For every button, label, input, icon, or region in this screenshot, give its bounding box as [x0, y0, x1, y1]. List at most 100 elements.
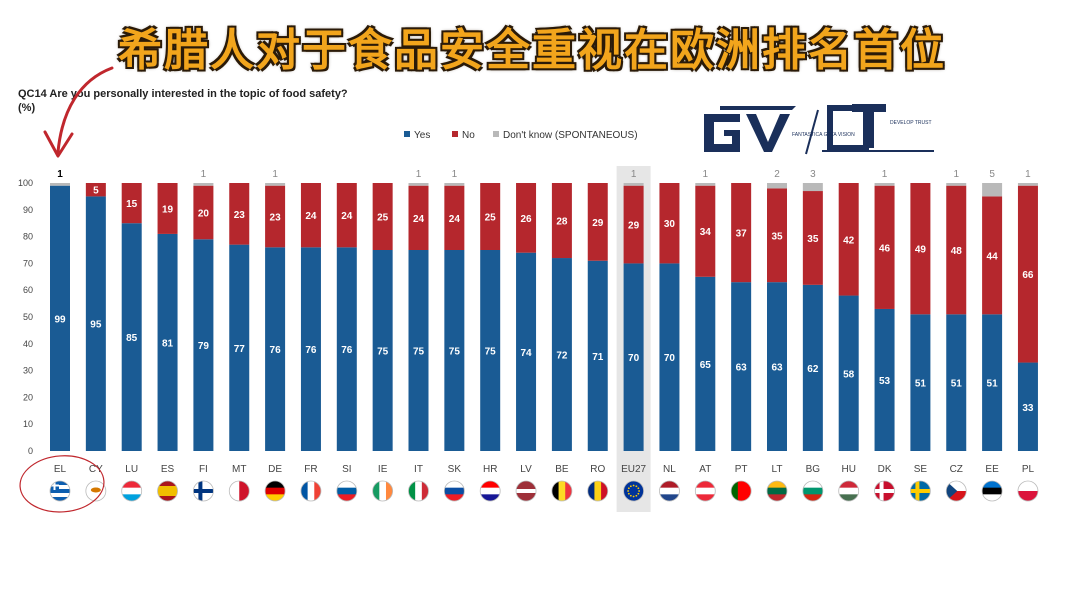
- category-label: FI: [199, 464, 208, 475]
- data-label-yes: 75: [449, 347, 461, 358]
- logo-gv-mark: [704, 106, 796, 152]
- legend-label-dont_know: Don't know (SPONTANEOUS): [503, 130, 638, 141]
- category-label: AT: [699, 464, 711, 475]
- austria-flag-icon: [694, 480, 716, 502]
- question-unit: (%): [18, 102, 36, 114]
- bar-yes: [516, 252, 537, 451]
- data-label-dont-know: 1: [953, 169, 959, 180]
- y-tick-label: 10: [23, 419, 33, 429]
- data-label-dont-know: 1: [272, 169, 278, 180]
- y-tick-label: 40: [23, 339, 33, 349]
- bar-no: [910, 183, 931, 315]
- data-label-no: 30: [664, 219, 676, 230]
- category-label: SI: [342, 464, 351, 475]
- y-tick-label: 90: [23, 205, 33, 215]
- bar-yes: [265, 247, 286, 451]
- greece-flag-icon: [49, 480, 71, 502]
- category-label: PL: [1022, 464, 1035, 475]
- data-label-no: 15: [126, 199, 138, 210]
- bar-no: [802, 191, 823, 285]
- category-label: CZ: [950, 464, 963, 475]
- data-label-no: 29: [628, 221, 640, 232]
- category-label: SE: [914, 464, 928, 475]
- data-label-no: 46: [879, 243, 891, 254]
- data-label-no: 49: [915, 245, 927, 256]
- category-label: LU: [125, 464, 138, 475]
- bar-no: [408, 185, 429, 250]
- category-label: IE: [378, 464, 388, 475]
- bar-yes: [623, 263, 644, 451]
- data-label-yes: 62: [807, 364, 819, 375]
- bar-no: [480, 183, 501, 250]
- luxembourg-flag-icon: [121, 480, 143, 502]
- bar-no: [229, 183, 250, 245]
- data-label-no: 23: [234, 210, 246, 221]
- bar-dont-know: [1017, 183, 1038, 186]
- logo-dt-mark: [822, 104, 934, 152]
- bar-yes: [874, 308, 895, 451]
- data-label-yes: 85: [126, 333, 138, 344]
- data-label-no: 5: [93, 186, 99, 197]
- legend-label-yes: Yes: [414, 130, 430, 141]
- bar-yes: [408, 250, 429, 451]
- bar-no: [731, 183, 752, 283]
- bar-dont-know: [623, 183, 644, 186]
- italy-flag-icon: [408, 480, 429, 502]
- bar-yes: [85, 196, 106, 451]
- logo-right-text: DEVELOP TRUST: [890, 120, 932, 126]
- annotation-circle: [19, 455, 105, 513]
- bar-no: [587, 183, 608, 261]
- slovakia-flag-icon: [443, 480, 465, 502]
- data-label-no: 37: [736, 229, 748, 240]
- data-label-dont-know: 1: [703, 169, 709, 180]
- bar-no: [265, 185, 286, 248]
- data-label-yes: 75: [413, 347, 425, 358]
- bar-yes: [838, 295, 859, 451]
- bar-dont-know: [444, 183, 465, 186]
- data-label-yes: 74: [520, 348, 532, 359]
- bar-yes: [767, 282, 787, 451]
- bar-no: [444, 185, 465, 250]
- data-label-dont-know: 3: [810, 169, 816, 180]
- data-label-yes: 70: [628, 353, 640, 364]
- slovenia-flag-icon: [336, 480, 358, 502]
- data-label-no: 24: [413, 214, 425, 225]
- annotation-arrow-head: [43, 130, 74, 158]
- cyprus-flag-icon: [85, 480, 107, 502]
- data-label-yes: 75: [485, 347, 497, 358]
- category-label: MT: [232, 464, 246, 475]
- category-label: PT: [735, 464, 748, 475]
- bar-yes: [157, 233, 178, 451]
- data-label-yes: 79: [198, 341, 210, 352]
- bar-yes: [982, 314, 1003, 451]
- data-label-dont-know: 1: [631, 169, 637, 180]
- bar-dont-know: [193, 183, 214, 186]
- data-label-no: 44: [987, 251, 999, 262]
- bar-yes: [695, 276, 716, 451]
- bar-dont-know: [982, 183, 1003, 197]
- data-label-yes: 53: [879, 376, 891, 387]
- brand-logo: FANTASTICA GAYA VISION DEVELOP TRUST: [700, 102, 940, 160]
- data-label-yes: 65: [700, 360, 712, 371]
- category-label: LV: [520, 464, 532, 475]
- bar-no: [623, 185, 644, 264]
- bar-yes: [731, 282, 752, 451]
- bulgaria-flag-icon: [802, 480, 824, 502]
- bar-dont-know: [50, 183, 70, 186]
- data-label-no: 24: [341, 211, 353, 222]
- category-label: DK: [878, 464, 892, 475]
- data-label-no: 42: [843, 235, 855, 246]
- bar-dont-know: [408, 183, 429, 186]
- y-tick-label: 20: [23, 392, 33, 402]
- spain-flag-icon: [157, 480, 178, 502]
- category-label: IT: [414, 464, 423, 475]
- bar-yes: [480, 250, 501, 451]
- data-label-yes: 70: [664, 353, 676, 364]
- bar-no: [946, 185, 967, 315]
- czechia-flag-icon: [945, 480, 967, 502]
- data-label-no: 66: [1022, 270, 1034, 281]
- legend-swatch-dont_know: [493, 131, 499, 137]
- category-label: LT: [772, 464, 783, 475]
- belgium-flag-icon: [551, 480, 573, 502]
